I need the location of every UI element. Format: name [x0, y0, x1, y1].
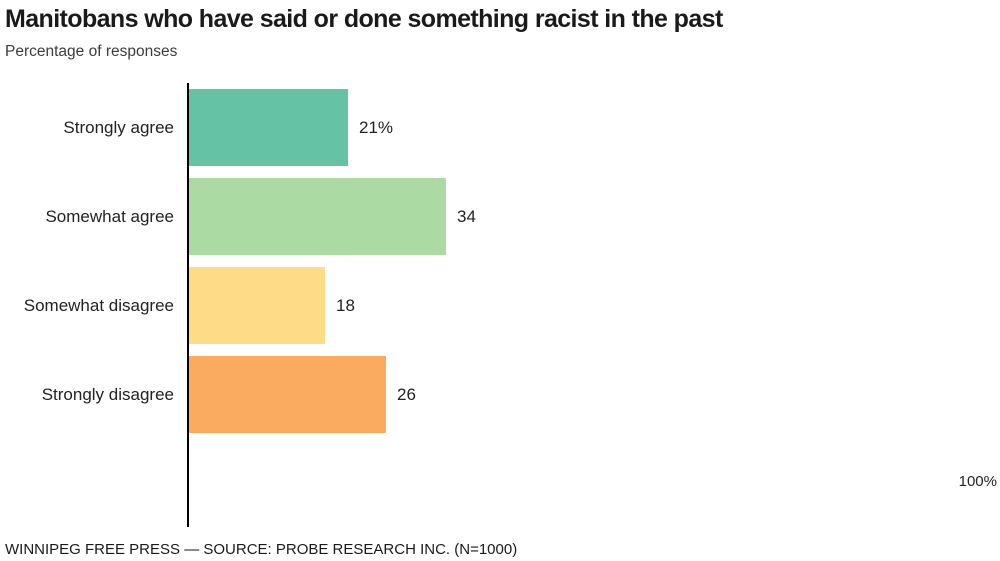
- category-label: Strongly agree: [63, 117, 174, 137]
- y-axis-line: [187, 83, 189, 527]
- chart-subtitle: Percentage of responses: [5, 43, 178, 60]
- category-label: Strongly disagree: [41, 384, 174, 404]
- chart-title: Manitobans who have said or done somethi…: [5, 5, 723, 33]
- bar-row: Strongly agree 21%: [0, 89, 1000, 166]
- value-label: 18: [336, 295, 355, 315]
- bar-row: Somewhat agree 34: [0, 178, 1000, 255]
- bar-row: Strongly disagree 26: [0, 356, 1000, 433]
- x-axis-max-label: 100%: [958, 473, 997, 490]
- bar-row: Somewhat disagree 18: [0, 267, 1000, 344]
- bar-somewhat-agree: [189, 178, 446, 255]
- source-credit: WINNIPEG FREE PRESS — SOURCE: PROBE RESE…: [5, 541, 518, 558]
- bar-strongly-agree: [189, 89, 348, 166]
- bars-container: Strongly agree 21% Somewhat agree 34 Somewha…: [0, 89, 1000, 445]
- category-label: Somewhat disagree: [23, 295, 174, 315]
- value-label: 21%: [359, 117, 394, 137]
- plot-area: Strongly agree 21% Somewhat agree 34 Somewha…: [0, 83, 1000, 527]
- value-label: 34: [457, 206, 476, 226]
- bar-strongly-disagree: [189, 356, 386, 433]
- category-label: Somewhat agree: [45, 206, 174, 226]
- value-label: 26: [397, 384, 416, 404]
- bar-somewhat-disagree: [189, 267, 325, 344]
